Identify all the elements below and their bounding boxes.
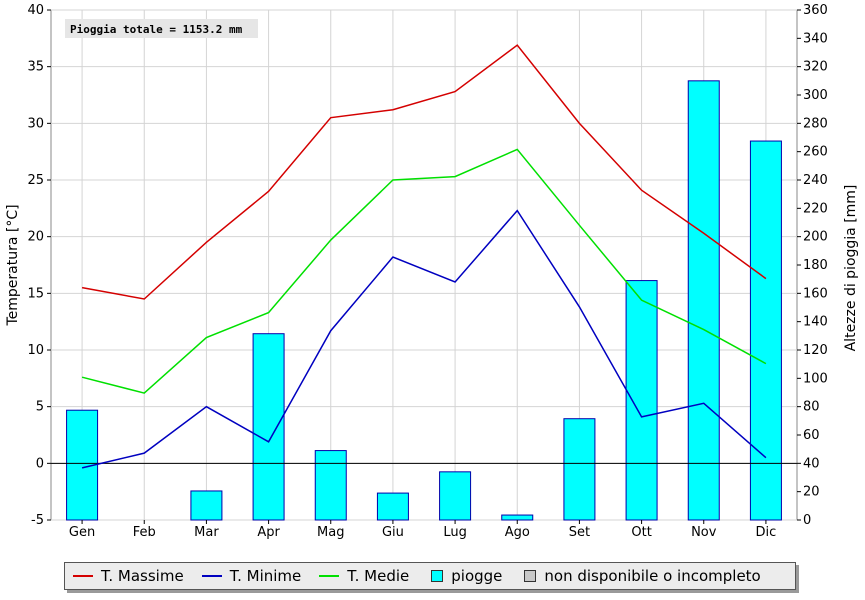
- x-tick-label-apr: Apr: [257, 525, 280, 540]
- legend-item-max: T. Massime: [73, 567, 184, 585]
- legend-label-max: T. Massime: [101, 567, 184, 585]
- x-tick-label-mag: Mag: [317, 525, 344, 540]
- right-tick-label: 180: [803, 258, 828, 273]
- line-series-max: [81, 44, 767, 300]
- right-axis-label: Altezze di pioggia [mm]: [843, 185, 859, 352]
- legend: T. Massime T. Minime T. Medie piogge non…: [64, 562, 796, 590]
- left-tick-label: -5: [31, 513, 44, 528]
- left-tick-label: 5: [36, 400, 44, 415]
- right-tick-label: 0: [803, 513, 811, 528]
- left-axis-label: Temperatura [°C]: [5, 204, 21, 326]
- rain-bar-ott: [625, 280, 658, 521]
- total-rain-annotation: Pioggia totale = 1153.2 mm: [70, 23, 243, 36]
- legend-label-avg: T. Medie: [347, 567, 410, 585]
- x-tick-label-ott: Ott: [631, 525, 651, 540]
- right-tick-label: 100: [803, 371, 828, 386]
- right-tick-label: 300: [803, 88, 828, 103]
- x-tick-label-giu: Giu: [382, 525, 404, 540]
- right-tick-label: 360: [803, 3, 828, 18]
- plot-background: [50, 9, 798, 521]
- x-tick-label-nov: Nov: [691, 525, 717, 540]
- right-tick-label: 200: [803, 230, 828, 245]
- rain-bar-set: [563, 418, 596, 521]
- legend-swatch-max: [73, 575, 93, 577]
- right-tick-label: 140: [803, 315, 828, 330]
- legend-swatch-avg: [319, 575, 340, 577]
- right-tick-label: 120: [803, 343, 828, 358]
- left-axis-ticks: -5 0 5 10 15 20 25 30 35 40: [27, 3, 51, 528]
- x-axis-ticks: Gen Feb Mar Apr Mag Giu Lug Ago Set Ott Nov Dic: [69, 520, 776, 540]
- line-series-min: [81, 209, 767, 469]
- right-tick-label: 220: [803, 201, 828, 216]
- rain-bar-ago: [501, 514, 534, 521]
- left-tick-label: 20: [27, 230, 44, 245]
- right-tick-label: 240: [803, 173, 828, 188]
- legend-swatch-na: [524, 570, 537, 582]
- legend-label-na: non disponibile o incompleto: [544, 567, 761, 585]
- rain-bar-apr: [252, 333, 285, 521]
- left-tick-label: 0: [36, 456, 44, 471]
- rain-bar-nov: [687, 80, 720, 521]
- line-series-avg: [81, 148, 767, 394]
- right-tick-label: 160: [803, 286, 828, 301]
- legend-item-avg: T. Medie: [319, 567, 409, 585]
- x-tick-label-ago: Ago: [505, 525, 530, 540]
- left-tick-label: 35: [27, 60, 44, 75]
- rain-bar-mar: [190, 490, 223, 521]
- right-tick-label: 60: [803, 428, 820, 443]
- right-tick-label: 40: [803, 456, 820, 471]
- x-tick-label-feb: Feb: [133, 525, 156, 540]
- right-tick-label: 320: [803, 60, 828, 75]
- x-tick-label-dic: Dic: [756, 525, 777, 540]
- x-tick-label-gen: Gen: [69, 525, 95, 540]
- left-tick-label: 25: [27, 173, 44, 188]
- total-rain-box: [65, 19, 258, 38]
- right-tick-label: 280: [803, 116, 828, 131]
- left-tick-label: 10: [27, 343, 44, 358]
- legend-label-min: T. Minime: [229, 567, 302, 585]
- rain-bar-mag: [314, 450, 347, 521]
- right-tick-label: 260: [803, 145, 828, 160]
- right-tick-label: 20: [803, 485, 820, 500]
- legend-swatch-min: [201, 575, 222, 577]
- legend-item-rain: piogge: [427, 567, 502, 585]
- rain-bar-giu: [376, 492, 409, 521]
- rain-bar-lug: [439, 471, 472, 521]
- right-tick-label: 340: [803, 31, 828, 46]
- legend-label-rain: piogge: [451, 567, 503, 585]
- right-tick-label: 80: [803, 400, 820, 415]
- right-axis-ticks: 0 20 40 60 80 100 120 140 160 180 200 220 240 260 280 3…: [797, 3, 828, 528]
- x-tick-label-mar: Mar: [194, 525, 219, 540]
- left-tick-label: 15: [27, 286, 44, 301]
- temperature-lines: [81, 44, 767, 469]
- climate-chart: -5 0 5 10 15 20 25 30 35 40 0 20 40 60 80 100 120 140 160…: [5, 3, 859, 540]
- legend-item-na: non disponibile o incompleto: [520, 567, 761, 585]
- left-tick-label: 30: [27, 116, 44, 131]
- x-tick-label-lug: Lug: [443, 525, 467, 540]
- x-tick-label-set: Set: [569, 525, 590, 540]
- legend-swatch-rain: [431, 570, 444, 582]
- left-tick-label: 40: [27, 3, 44, 18]
- legend-item-min: T. Minime: [201, 567, 302, 585]
